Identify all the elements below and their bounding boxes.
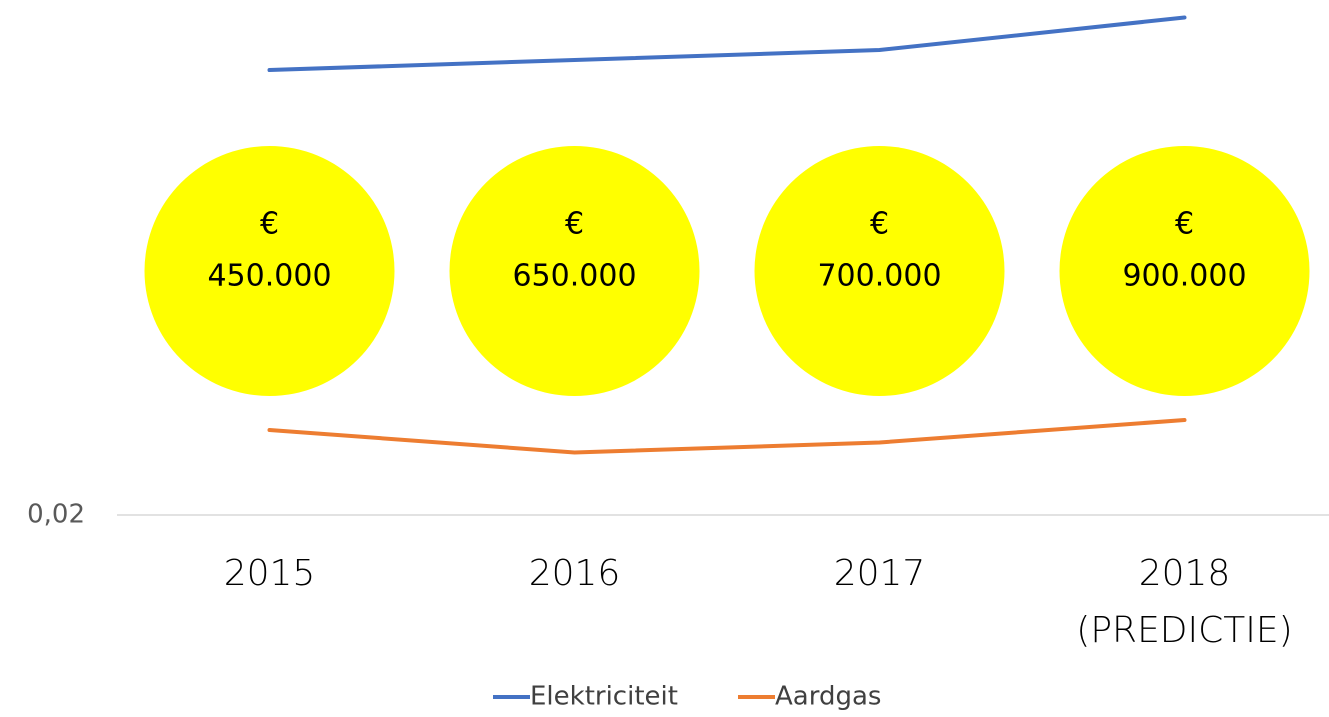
- line: [267, 15, 1187, 72]
- annotation-symbol: €: [565, 207, 584, 242]
- line: [267, 418, 1187, 455]
- x-tick-label: 2017: [833, 553, 926, 594]
- annotation-symbol: €: [870, 207, 889, 242]
- annotation-symbol: €: [260, 207, 279, 242]
- legend-label: Elektriciteit: [530, 682, 678, 712]
- annotation-circle: [1059, 146, 1310, 396]
- x-tick-label: 2016: [528, 553, 621, 594]
- annotation-amount: 650.000: [512, 259, 636, 294]
- x-tick-label: 2018 (PREDICTIE): [1076, 553, 1293, 651]
- annotation-amount: 700.000: [817, 259, 941, 294]
- annotation-circle: [754, 146, 1005, 396]
- annotation-amount: 900.000: [1122, 259, 1246, 294]
- y-tick-label: 0,02: [27, 500, 85, 530]
- x-tick-label: 2015: [223, 553, 316, 594]
- annotation-circle: [144, 146, 395, 396]
- legend-label: Aardgas: [775, 682, 881, 712]
- annotation-circle: [449, 146, 700, 396]
- annotation-symbol: €: [1175, 207, 1194, 242]
- annotation-amount: 450.000: [207, 259, 331, 294]
